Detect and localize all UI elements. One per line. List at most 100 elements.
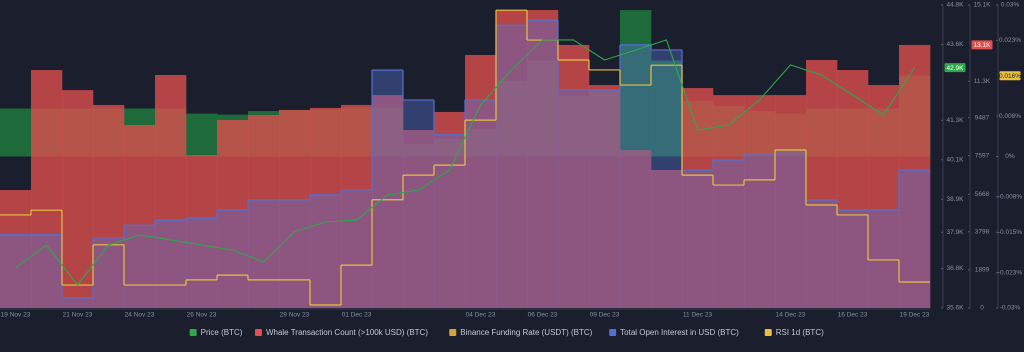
oi-area	[93, 237, 125, 308]
x-tick-label: 09 Dec 23	[590, 312, 620, 319]
whale-bar	[372, 95, 404, 308]
legend-label: Price (BTC)	[201, 328, 243, 337]
current-value-marker: 42.9K	[944, 63, 966, 73]
y-tick-label: 3798	[975, 229, 990, 236]
whale-bar	[62, 90, 94, 308]
oi-area	[341, 189, 373, 308]
oi-area	[186, 218, 218, 308]
legend: Price (BTC) Whale Transaction Count (>100…	[189, 328, 824, 337]
whale-bar	[651, 169, 683, 308]
x-tick-label: 19 Nov 23	[1, 312, 31, 319]
legend-label: Binance Funding Rate (USDT) (BTC)	[460, 328, 592, 337]
y-tick-label: -0.015%	[998, 229, 1022, 236]
oi-area	[0, 234, 32, 308]
oi-area	[899, 170, 931, 308]
whale-bar	[682, 88, 714, 308]
oi-area	[434, 134, 466, 308]
legend-item: Price (BTC)	[189, 328, 243, 337]
y-tick-label: 9487	[975, 114, 990, 121]
price-line	[15, 39, 915, 286]
oi-area	[465, 99, 497, 308]
y-tick-label: 5668	[975, 191, 990, 198]
oi-area	[62, 297, 94, 308]
funding-bar	[620, 10, 652, 157]
oi-area	[403, 99, 435, 308]
whale-bar	[744, 95, 776, 308]
legend-item: RSI 1d (BTC)	[764, 328, 824, 337]
oi-area	[527, 20, 559, 309]
oi-area	[496, 25, 528, 308]
y-tick-label: 0.03%	[1001, 2, 1020, 9]
y-tick-label: 40.1K	[947, 157, 965, 164]
y-tick-label: 7597	[975, 152, 990, 159]
whale-bar	[279, 109, 311, 309]
whale-bar	[837, 70, 869, 308]
y-tick-label: 0%	[1005, 153, 1015, 160]
oi-area	[310, 194, 342, 308]
y-tick-label: -0.03%	[1000, 305, 1021, 312]
oi-area	[682, 170, 714, 308]
oi-area	[775, 149, 807, 308]
oi-area	[651, 49, 683, 308]
whale-bar	[465, 54, 497, 308]
x-tick-label: 29 Nov 23	[280, 312, 310, 319]
funding-bar	[0, 108, 32, 157]
whale-bar	[248, 114, 280, 308]
funding-bar	[651, 60, 683, 157]
oi-area	[31, 234, 63, 308]
y-tick-label: 1899	[975, 267, 990, 274]
legend-swatch	[449, 329, 457, 336]
y-tick-label: -0.023%	[998, 269, 1022, 276]
current-value-marker: 13.1K	[971, 40, 993, 50]
y-tick-label: 35.6K	[947, 305, 965, 312]
funding-bar	[186, 113, 218, 157]
x-tick-label: 14 Dec 23	[776, 312, 806, 319]
whale-bar	[0, 190, 32, 308]
legend-swatch	[189, 329, 197, 336]
marker-box	[999, 71, 1021, 81]
x-tick-label: 06 Dec 23	[528, 312, 558, 319]
legend-label: Whale Transaction Count (>100k USD) (BTC…	[266, 328, 428, 337]
x-tick-label: 11 Dec 23	[683, 312, 713, 319]
oi-area	[589, 89, 621, 308]
y-tick-label: 0	[980, 305, 984, 312]
whale-bar	[527, 10, 559, 309]
x-tick-label: 19 Dec 23	[900, 312, 930, 319]
whale-bar	[558, 44, 590, 308]
whale-bar	[899, 44, 931, 308]
legend-swatch	[254, 329, 262, 336]
oi-area	[372, 70, 404, 309]
y-tick-label: 15.1K	[974, 2, 992, 9]
oi-area	[217, 210, 249, 308]
oi-area	[248, 199, 280, 308]
marker-label: 0.016%	[999, 73, 1021, 80]
legend-swatch	[609, 329, 617, 336]
legend-swatch	[764, 329, 772, 336]
y-tick-label: 44.8K	[947, 2, 965, 9]
x-tick-label: 21 Nov 23	[63, 312, 93, 319]
whale-bar	[775, 95, 807, 308]
x-tick-label: 04 Dec 23	[466, 312, 496, 319]
marker-box	[944, 63, 966, 73]
y-tick-label: 38.9K	[947, 196, 965, 203]
x-tick-label: 01 Dec 23	[342, 312, 372, 319]
legend-item: Binance Funding Rate (USDT) (BTC)	[449, 328, 593, 337]
whale-bar	[31, 70, 63, 308]
whale-bar	[620, 150, 652, 308]
whale-bar	[217, 119, 249, 309]
y-tick-label: 37.9K	[947, 229, 965, 236]
x-tick-label: 16 Dec 23	[838, 312, 868, 319]
y-tick-label: 43.6K	[947, 41, 965, 48]
y-tick-label: 0.008%	[999, 113, 1021, 120]
whale-bar	[155, 75, 187, 308]
oi-area	[806, 199, 838, 308]
legend-item: Total Open Interest in USD (BTC)	[609, 328, 739, 337]
whale-bar	[310, 107, 342, 309]
marker-box	[971, 40, 993, 50]
legend-item: Whale Transaction Count (>100k USD) (BTC…	[254, 328, 428, 337]
whale-bar	[434, 111, 466, 309]
whale-bar	[341, 104, 373, 308]
oi-area	[279, 199, 311, 308]
y-tick-label: 36.8K	[947, 265, 965, 272]
